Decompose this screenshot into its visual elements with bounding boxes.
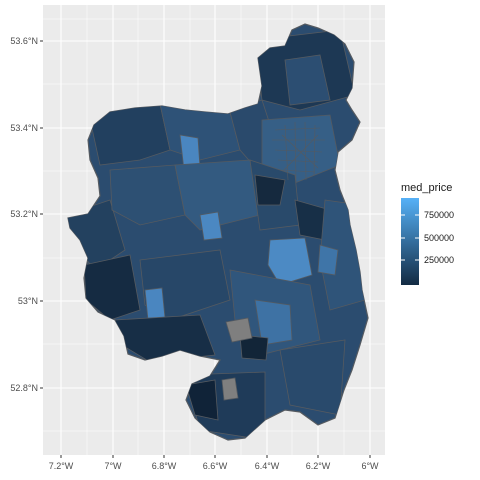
- urban-cluster-lines: [272, 121, 325, 183]
- legend-label: 500000: [424, 233, 454, 243]
- area-central-west: [109, 164, 186, 226]
- area-west-south: [83, 254, 141, 321]
- area-north-strip: [284, 54, 331, 106]
- y-tick-label: 53.6°N: [10, 36, 38, 46]
- area-central: [174, 159, 261, 231]
- area-highlight-2: [199, 211, 223, 241]
- legend-ticks: [401, 214, 419, 261]
- urban-cluster: [272, 121, 325, 183]
- y-tick-label: 53°N: [18, 296, 38, 306]
- x-tick-label: 6°W: [361, 461, 379, 471]
- area-highlight-6: [254, 299, 293, 346]
- area-highlight-5: [144, 287, 166, 321]
- legend-label: 250000: [424, 255, 454, 265]
- area-south-coast: [279, 339, 346, 416]
- legend-colorbar: [401, 198, 419, 285]
- area-na-1: [225, 317, 253, 343]
- area-highlight-3: [267, 237, 313, 286]
- region-subdivisions: [68, 29, 366, 440]
- legend-title: med_price: [401, 182, 452, 194]
- x-tick-label: 6.4°W: [255, 461, 280, 471]
- area-dark-patch-4: [185, 379, 219, 421]
- axis-ticks: [40, 40, 371, 458]
- area-highlight-4: [317, 244, 339, 276]
- area-dark-patch-3: [239, 334, 269, 361]
- area-na-2: [221, 377, 239, 401]
- x-tick-label: 7.2°W: [49, 461, 74, 471]
- area-dark-patch-1: [254, 174, 286, 206]
- x-tick-label: 7°W: [104, 461, 122, 471]
- y-tick-label: 52.8°N: [10, 383, 38, 393]
- y-tick-label: 53.4°N: [10, 123, 38, 133]
- y-tick-label: 53.2°N: [10, 209, 38, 219]
- x-tick-label: 6.6°W: [203, 461, 228, 471]
- x-tick-label: 6.2°W: [306, 461, 331, 471]
- x-tick-label: 6.8°W: [152, 461, 177, 471]
- legend-label: 750000: [424, 210, 454, 220]
- legend: med_price 750000 500000 250000: [401, 182, 454, 285]
